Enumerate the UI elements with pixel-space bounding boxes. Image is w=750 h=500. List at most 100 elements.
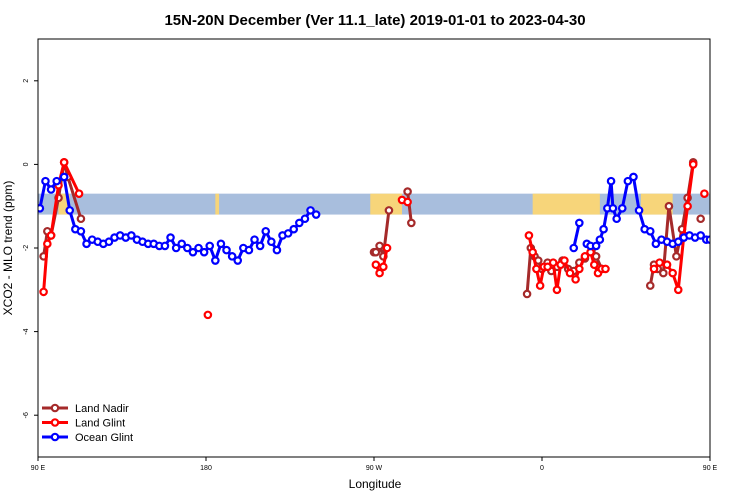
data-point — [199, 247, 209, 257]
data-point — [43, 239, 52, 249]
data-point — [295, 218, 304, 228]
data-point — [203, 310, 213, 320]
data-point — [59, 158, 69, 167]
series-line — [42, 157, 81, 293]
data-point — [306, 206, 315, 215]
data-point — [601, 264, 610, 274]
data-point — [76, 226, 86, 236]
data-point — [575, 218, 584, 228]
data-point — [76, 214, 86, 224]
data-point — [382, 243, 392, 253]
data-point — [651, 239, 661, 249]
series-line — [406, 191, 413, 224]
land-band-segment — [532, 193, 600, 215]
data-point — [371, 260, 381, 270]
land-band-segment — [370, 193, 402, 215]
data-point — [194, 243, 203, 253]
data-point — [46, 231, 56, 240]
data-point — [127, 231, 136, 240]
data-point — [65, 206, 75, 215]
data-point — [407, 218, 416, 228]
data-point — [38, 203, 45, 213]
data-point — [205, 241, 215, 251]
data-point — [683, 201, 692, 211]
data-point — [528, 247, 537, 257]
data-point — [188, 247, 198, 257]
data-point — [532, 264, 541, 274]
data-point — [560, 256, 569, 265]
data-point — [183, 243, 192, 253]
data-point — [371, 247, 381, 257]
data-point — [177, 239, 187, 249]
legend-swatch-marker — [50, 418, 60, 427]
data-point — [595, 235, 605, 244]
data-point — [166, 233, 175, 242]
data-point — [300, 214, 310, 224]
data-point — [543, 262, 552, 272]
data-point — [216, 239, 226, 249]
data-point — [375, 241, 384, 251]
land-band-segment — [58, 193, 70, 215]
data-point — [673, 237, 683, 247]
data-point — [160, 241, 170, 251]
data-point — [565, 268, 575, 278]
data-point — [211, 256, 220, 265]
data-point — [617, 203, 627, 213]
data-point — [629, 172, 638, 182]
data-point — [599, 224, 608, 234]
data-point — [623, 176, 633, 186]
data-point — [649, 264, 659, 274]
data-point — [375, 268, 384, 278]
land-band-segment — [717, 194, 728, 215]
data-point — [59, 172, 69, 182]
plot-area — [38, 157, 728, 320]
data-point — [548, 258, 558, 267]
data-point — [267, 237, 276, 247]
x-tick-label: 90 E — [703, 465, 718, 472]
data-point — [255, 241, 265, 251]
data-point — [52, 176, 61, 186]
series-ocean-glint — [38, 172, 710, 265]
data-point — [222, 245, 231, 255]
legend-label: Land Nadir — [75, 403, 129, 415]
y-tick-label: -6 — [23, 412, 30, 418]
legend-swatch-marker — [50, 403, 60, 413]
legend: Land Nadir Land Glint Ocean Glint — [42, 403, 133, 444]
data-point — [403, 187, 412, 196]
x-tick-label: 180 — [200, 465, 212, 472]
data-point — [688, 160, 698, 169]
data-point — [696, 214, 705, 224]
data-point — [571, 275, 580, 284]
data-point — [74, 189, 84, 198]
legend-swatch-marker — [50, 432, 60, 442]
data-point — [535, 281, 545, 290]
chart-title: 15N-20N December (Ver 11.1_late) 2019-01… — [164, 12, 585, 29]
data-point — [41, 176, 50, 186]
land-band-segment — [215, 193, 220, 215]
data-point — [171, 243, 181, 253]
x-axis-label: Longitude — [349, 477, 402, 491]
data-point — [569, 243, 579, 253]
x-tick-label: 90 W — [366, 465, 383, 472]
data-point — [700, 189, 709, 198]
data-point — [244, 245, 254, 255]
data-point — [250, 235, 259, 244]
data-point — [645, 226, 655, 236]
data-point — [39, 287, 48, 297]
y-tick-label: -2 — [23, 245, 30, 251]
data-point — [272, 245, 282, 255]
data-point — [672, 252, 681, 261]
data-point — [379, 262, 388, 272]
data-point — [289, 224, 299, 234]
data-point — [403, 197, 412, 207]
data-point — [608, 203, 618, 213]
data-point — [696, 231, 705, 240]
y-tick-label: -4 — [23, 328, 30, 334]
legend-label: Land Glint — [75, 418, 125, 430]
data-point — [82, 239, 91, 249]
y-tick-label: 0 — [23, 162, 30, 166]
data-point — [645, 281, 655, 290]
data-point — [104, 237, 114, 247]
land-band-segment — [640, 193, 673, 215]
